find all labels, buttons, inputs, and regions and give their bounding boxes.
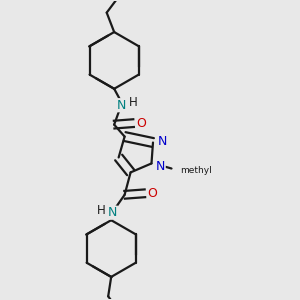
Text: N: N [157, 134, 167, 148]
Text: N: N [156, 160, 165, 173]
Text: N: N [117, 99, 126, 112]
Text: methyl: methyl [180, 167, 212, 176]
Text: O: O [148, 187, 157, 200]
Text: O: O [136, 117, 146, 130]
Text: N: N [108, 206, 117, 219]
Text: H: H [97, 204, 106, 217]
Text: H: H [129, 96, 137, 109]
